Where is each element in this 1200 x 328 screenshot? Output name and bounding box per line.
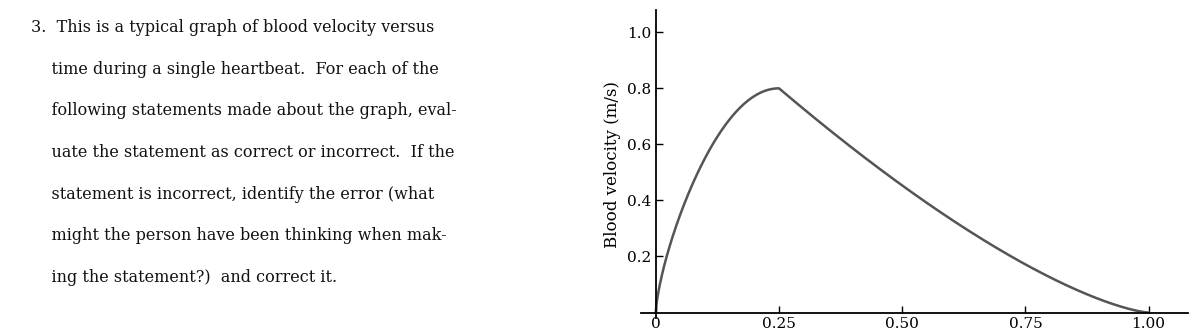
Text: 3.  This is a typical graph of blood velocity versus: 3. This is a typical graph of blood velo… bbox=[31, 19, 434, 36]
Text: statement is incorrect, identify the error (what: statement is incorrect, identify the err… bbox=[31, 186, 434, 203]
Y-axis label: Blood velocity (m/s): Blood velocity (m/s) bbox=[604, 80, 622, 248]
Text: following statements made about the graph, eval-: following statements made about the grap… bbox=[31, 102, 457, 119]
Text: ing the statement?)  and correct it.: ing the statement?) and correct it. bbox=[31, 269, 337, 286]
Text: uate the statement as correct or incorrect.  If the: uate the statement as correct or incorre… bbox=[31, 144, 455, 161]
Text: time during a single heartbeat.  For each of the: time during a single heartbeat. For each… bbox=[31, 61, 439, 78]
Text: might the person have been thinking when mak-: might the person have been thinking when… bbox=[31, 227, 446, 244]
